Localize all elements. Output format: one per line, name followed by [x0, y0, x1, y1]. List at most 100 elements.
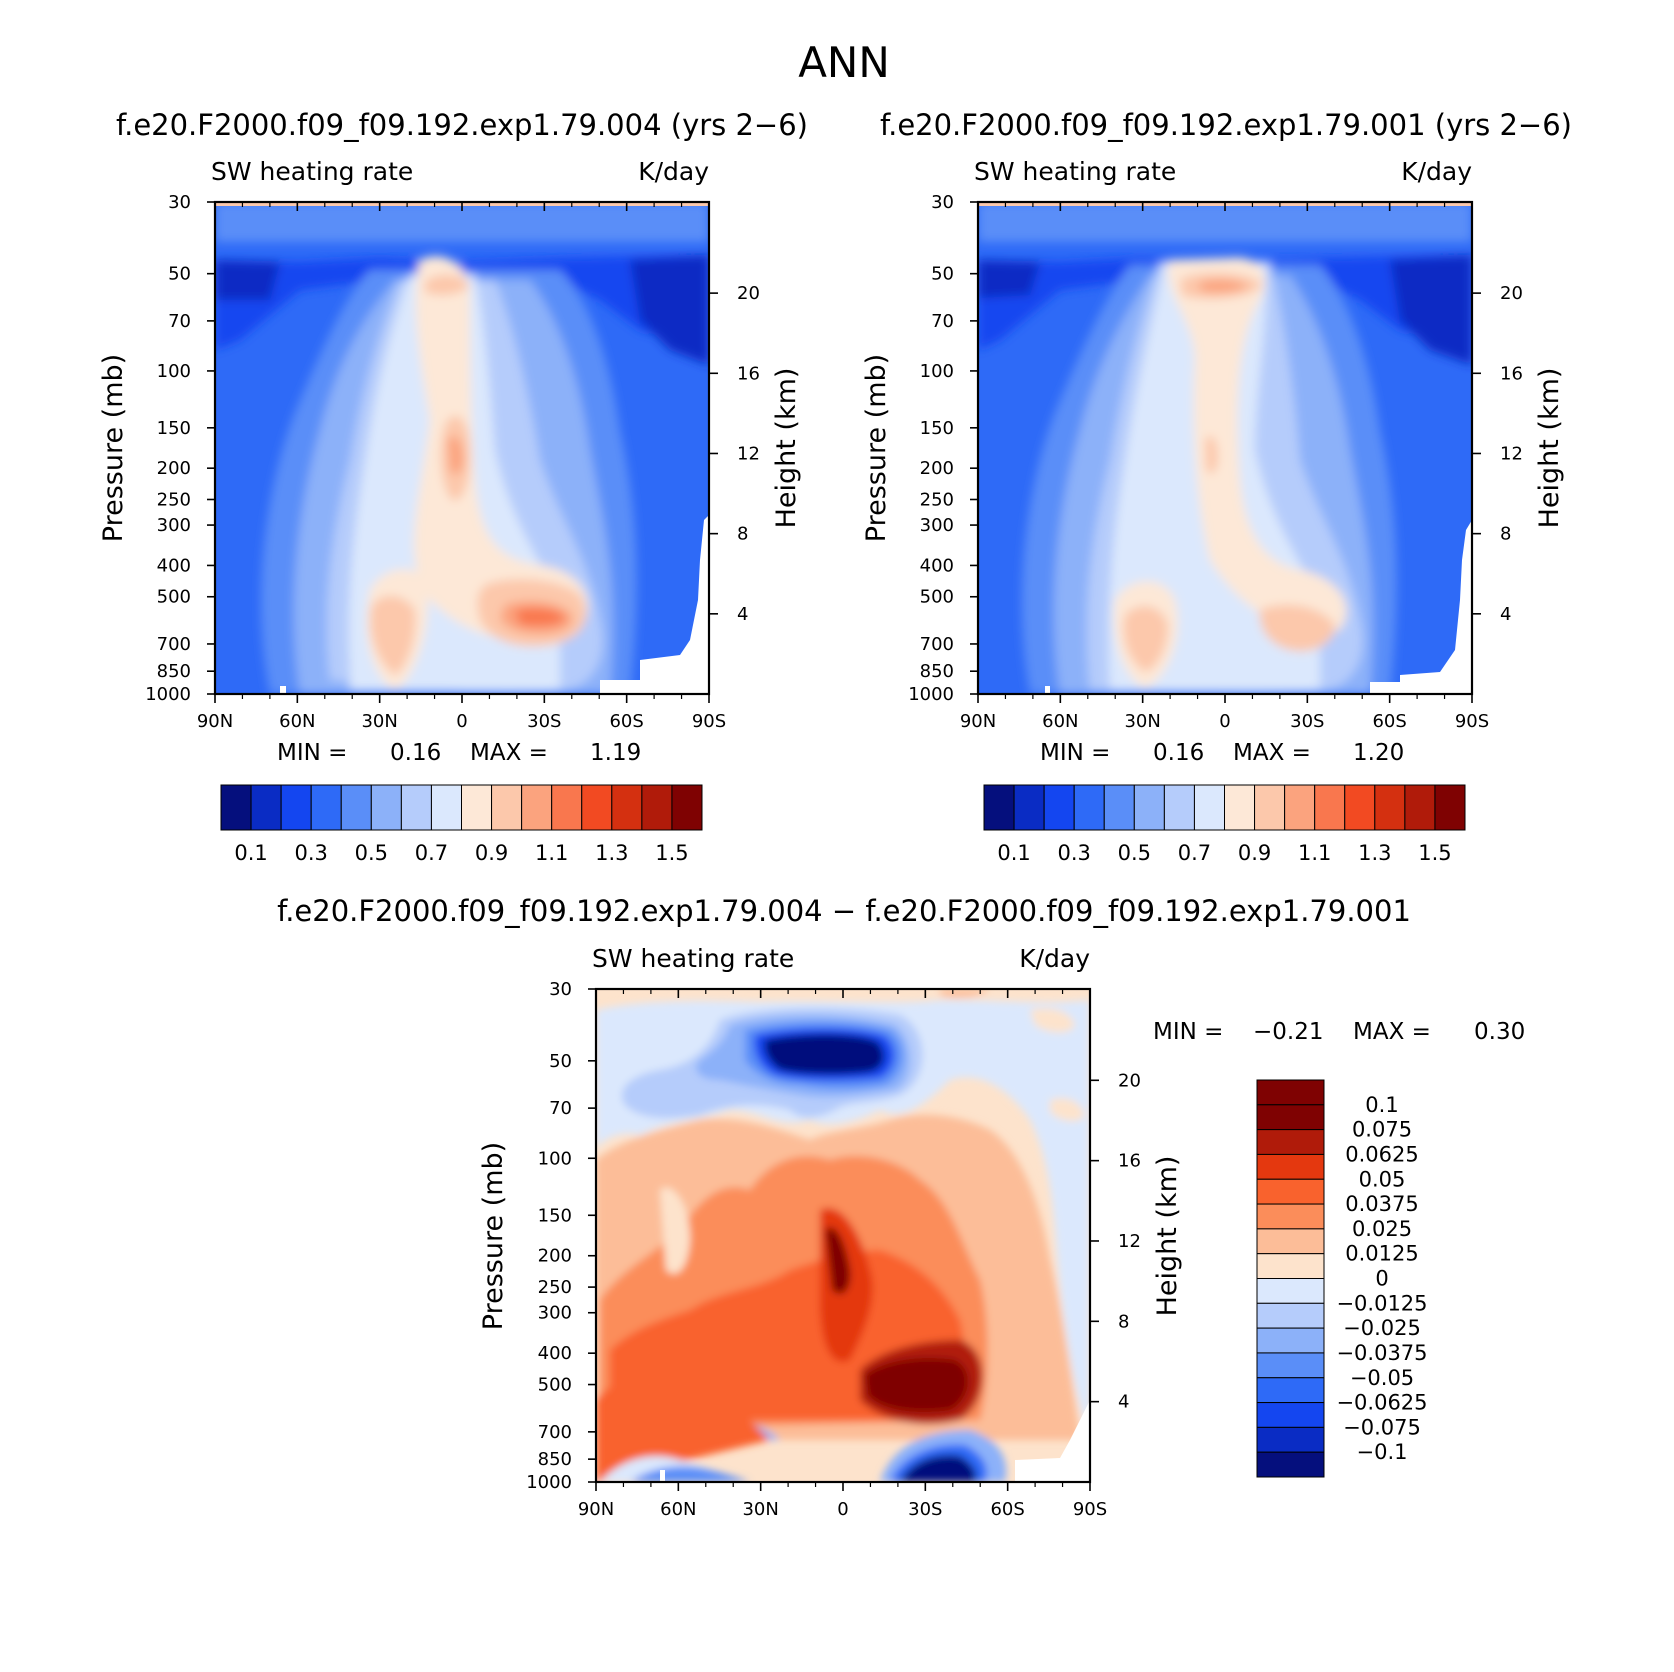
- panel-3-min-label: MIN =: [1153, 1019, 1223, 1045]
- panel-2-min-value: 0.16: [1153, 740, 1204, 766]
- colorbar-swatch: [1434, 784, 1466, 831]
- x-tick-label: 90N: [578, 1499, 614, 1520]
- colorbar-label: 1.1: [1298, 841, 1331, 865]
- colorbar-swatch: [1374, 784, 1406, 831]
- panel-3-max-label: MAX =: [1353, 1019, 1431, 1045]
- colorbar-label: 0: [1375, 1267, 1388, 1291]
- y-tick-label: 300: [157, 515, 191, 536]
- colorbar-swatch: [1163, 784, 1195, 831]
- panel-1-axes: 90N 60N 30N 0 30S 60S 90S 30 50 70 100 150 200 250 300…: [145, 192, 760, 732]
- panel-1-title: f.e20.F2000.f09_f09.192.exp1.79.004 (yrs…: [116, 108, 808, 142]
- colorbar-label: 1.3: [595, 841, 628, 865]
- panel-1: f.e20.F2000.f09_f09.192.exp1.79.004 (yrs…: [98, 108, 808, 865]
- y-right-tick-label: 8: [1500, 524, 1511, 545]
- panel-3-subtitle-right: K/day: [1019, 944, 1090, 973]
- y-right-tick-label: 20: [737, 283, 760, 304]
- panel-3-field: [596, 989, 1090, 1482]
- panel-2-max-label: MAX =: [1233, 740, 1311, 766]
- colorbar-swatch: [1043, 784, 1075, 831]
- panel-2-subtitle-left: SW heating rate: [974, 157, 1176, 186]
- y-right-tick-label: 12: [737, 443, 760, 464]
- y-tick-label: 1000: [526, 1472, 572, 1493]
- x-tick-label: 0: [837, 1499, 848, 1520]
- y-right-tick-label: 20: [1118, 1070, 1141, 1091]
- y-tick-label: 700: [920, 634, 954, 655]
- colorbar-swatch: [1133, 784, 1165, 831]
- panel-1-max-label: MAX =: [470, 740, 548, 766]
- y-tick-label: 250: [920, 489, 954, 510]
- y-tick-label: 70: [931, 311, 954, 332]
- colorbar-swatch: [1254, 784, 1286, 831]
- y-tick-label: 700: [157, 634, 191, 655]
- colorbar-swatch: [1103, 784, 1135, 831]
- y-tick-label: 850: [920, 661, 954, 682]
- y-right-tick-label: 12: [1500, 443, 1523, 464]
- x-tick-label: 0: [1219, 711, 1230, 732]
- colorbar-swatch: [1256, 1402, 1325, 1428]
- colorbar-label: 1.5: [655, 841, 688, 865]
- colorbar-swatch: [1013, 784, 1045, 831]
- panel-2-ylabel: Pressure (mb): [861, 354, 892, 542]
- panel-1-subtitle-right: K/day: [638, 157, 709, 186]
- colorbar-swatch: [1256, 1079, 1325, 1106]
- colorbar-label: 0.1: [234, 841, 267, 865]
- colorbar-swatch: [461, 784, 493, 831]
- colorbar-label: 0.5: [1118, 841, 1151, 865]
- colorbar-label: 0.1: [997, 841, 1030, 865]
- colorbar-swatch: [370, 784, 402, 831]
- colorbar-swatch: [400, 784, 432, 831]
- panel-3-subtitle-left: SW heating rate: [592, 944, 794, 973]
- colorbar-swatch: [310, 784, 342, 831]
- y-tick-label: 1000: [145, 684, 191, 705]
- y-tick-label: 50: [549, 1051, 572, 1072]
- y-tick-label: 150: [538, 1205, 572, 1226]
- x-tick-label: 60S: [990, 1499, 1024, 1520]
- y-right-tick-label: 16: [1118, 1151, 1141, 1172]
- y-tick-label: 50: [931, 264, 954, 285]
- colorbar-label: 0.0625: [1345, 1142, 1418, 1166]
- x-tick-label: 60S: [1372, 711, 1406, 732]
- colorbar-swatch: [1256, 1302, 1325, 1329]
- colorbar-label: 0.075: [1352, 1118, 1412, 1142]
- panel-2-max-value: 1.20: [1353, 740, 1404, 766]
- colorbar-label: 0.05: [1359, 1167, 1406, 1191]
- colorbar-label: −0.0625: [1336, 1391, 1427, 1415]
- colorbar-label: 0.0125: [1345, 1242, 1418, 1266]
- colorbar-label: 0.9: [1238, 841, 1271, 865]
- colorbar-label: −0.05: [1350, 1366, 1414, 1390]
- panel-1-colorbar: 0.1 0.3 0.5 0.7 0.9 1.1 1.3 1.5: [220, 784, 703, 865]
- x-tick-label: 60S: [609, 711, 643, 732]
- y-tick-label: 1000: [908, 684, 954, 705]
- colorbar-label: 0.7: [415, 841, 448, 865]
- colorbar-swatch: [551, 784, 583, 831]
- y-right-tick-label: 12: [1118, 1231, 1141, 1252]
- colorbar-swatch: [1256, 1426, 1325, 1453]
- panel-3-title: f.e20.F2000.f09_f09.192.exp1.79.004 − f.…: [277, 894, 1411, 928]
- x-tick-label: 90S: [692, 711, 726, 732]
- panel-2-title: f.e20.F2000.f09_f09.192.exp1.79.001 (yrs…: [880, 108, 1572, 142]
- colorbar-swatch: [1344, 784, 1376, 831]
- colorbar-swatch: [1256, 1129, 1325, 1155]
- y-right-tick-label: 4: [737, 604, 748, 625]
- panel-1-min-value: 0.16: [390, 740, 441, 766]
- y-tick-label: 100: [920, 361, 954, 382]
- y-tick-label: 250: [538, 1277, 572, 1298]
- colorbar-label: 0.3: [1057, 841, 1090, 865]
- y-tick-label: 150: [920, 418, 954, 439]
- colorbar-swatch: [1193, 784, 1225, 831]
- y-tick-label: 150: [157, 418, 191, 439]
- x-tick-label: 30N: [742, 1499, 778, 1520]
- colorbar-label: −0.075: [1343, 1415, 1421, 1439]
- colorbar-swatch: [1256, 1178, 1325, 1205]
- panel-2-colorbar: 0.1 0.3 0.5 0.7 0.9 1.1 1.3 1.5: [983, 784, 1466, 865]
- y-tick-label: 70: [549, 1098, 572, 1119]
- colorbar-swatch: [1404, 784, 1436, 831]
- colorbar-swatch: [641, 784, 673, 831]
- panel-3-ylabel-right: Height (km): [1152, 1156, 1183, 1317]
- colorbar-swatch: [1224, 784, 1256, 831]
- panel-2: f.e20.F2000.f09_f09.192.exp1.79.001 (yrs…: [861, 108, 1572, 865]
- x-tick-label: 30S: [1290, 711, 1324, 732]
- panel-2-field: [978, 202, 1472, 694]
- colorbar-swatch: [1256, 1377, 1325, 1404]
